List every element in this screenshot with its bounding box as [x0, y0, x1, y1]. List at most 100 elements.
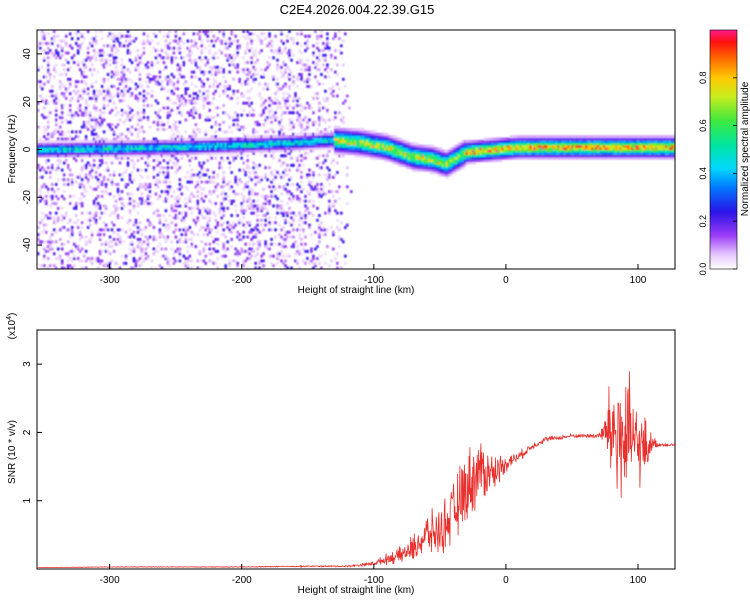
heatmap-cell [264, 137, 267, 141]
heatmap-cell [84, 175, 88, 179]
heatmap-cell [140, 233, 144, 237]
heatmap-cell [162, 61, 166, 65]
heatmap-cell [258, 39, 261, 43]
heatmap-cell [106, 104, 110, 108]
heatmap-cell [116, 39, 120, 43]
heatmap-cell [270, 154, 273, 158]
heatmap-cell [122, 261, 126, 265]
heatmap-cell [268, 247, 271, 251]
heatmap-cell [120, 156, 124, 160]
heatmap-cell [272, 149, 275, 153]
heatmap-cell [130, 94, 134, 98]
heatmap-cell [264, 166, 267, 170]
heatmap-cell [114, 154, 118, 158]
heatmap-cell [365, 147, 369, 151]
heatmap-cell [146, 197, 150, 201]
heatmap-cell [158, 194, 162, 198]
heatmap-cell [278, 204, 281, 208]
heatmap-cell [82, 123, 86, 127]
heatmap-cell [50, 139, 54, 143]
heatmap-cell [238, 237, 241, 241]
heatmap-cell [58, 151, 62, 155]
heatmap-cell [300, 77, 303, 81]
heatmap-cell [214, 185, 218, 189]
heatmap-cell [50, 187, 54, 191]
heatmap-cell [156, 120, 160, 124]
heatmap-cell [324, 139, 327, 143]
heatmap-cell [58, 44, 62, 48]
heatmap-cell [116, 237, 120, 241]
heatmap-cell [66, 149, 70, 153]
heatmap-cell [449, 149, 453, 153]
heatmap-cell [405, 166, 409, 170]
heatmap-cell [132, 199, 136, 203]
heatmap-cell [365, 149, 369, 153]
heatmap-cell [397, 161, 401, 165]
heatmap-cell [282, 75, 285, 79]
heatmap-cell [42, 142, 46, 146]
heatmap-cell [340, 266, 343, 269]
heatmap-cell [421, 159, 425, 163]
heatmap-cell [407, 147, 411, 151]
heatmap-cell [166, 235, 170, 239]
heatmap-cell [433, 168, 437, 172]
heatmap-cell [134, 68, 138, 72]
heatmap-cell [320, 182, 323, 186]
heatmap-cell [50, 41, 54, 45]
heatmap-cell [44, 41, 48, 45]
heatmap-cell [272, 194, 275, 198]
heatmap-cell [242, 264, 245, 268]
heatmap-cell [246, 199, 249, 203]
heatmap-cell [272, 51, 275, 55]
heatmap-cell [156, 151, 160, 155]
heatmap-cell [320, 130, 323, 134]
heatmap-cell [228, 264, 231, 268]
heatmap-cell [176, 151, 180, 155]
heatmap-cell [214, 89, 218, 93]
heatmap-cell [82, 37, 86, 41]
heatmap-cell [46, 257, 50, 261]
heatmap-cell [172, 39, 176, 43]
heatmap-cell [124, 144, 128, 148]
heatmap-cell [80, 266, 84, 269]
heatmap-cell [104, 142, 108, 146]
heatmap-cell [72, 154, 76, 158]
heatmap-cell [106, 149, 110, 153]
heatmap-cell [254, 204, 257, 208]
heatmap-cell [304, 139, 307, 143]
heatmap-cell [393, 139, 397, 143]
heatmap-cell [160, 139, 164, 143]
heatmap-cell [108, 142, 112, 146]
heatmap-cell [332, 147, 335, 151]
heatmap-cell [208, 192, 212, 196]
heatmap-cell [44, 147, 48, 151]
heatmap-cell [64, 96, 68, 100]
heatmap-cell [397, 137, 401, 141]
heatmap-cell [220, 142, 224, 146]
heatmap-cell [132, 154, 136, 158]
heatmap-cell [457, 147, 461, 151]
heatmap-cell [60, 147, 64, 151]
heatmap-cell [166, 142, 170, 146]
heatmap-cell [150, 142, 154, 146]
heatmap-cell [104, 144, 108, 148]
heatmap-cell [166, 237, 170, 241]
heatmap-cell [298, 214, 301, 218]
heatmap-cell [369, 132, 373, 136]
heatmap-cell [282, 185, 285, 189]
heatmap-cell [222, 178, 226, 182]
heatmap-cell [433, 161, 437, 165]
heatmap-cell [58, 116, 62, 120]
heatmap-cell [369, 147, 373, 151]
heatmap-cell [314, 120, 317, 124]
heatmap-cell [262, 137, 265, 141]
heatmap-cell [100, 92, 104, 96]
heatmap-cell [288, 118, 291, 122]
heatmap-cell [182, 144, 186, 148]
heatmap-cell [270, 44, 273, 48]
heatmap-cell [182, 240, 186, 244]
heatmap-cell [94, 51, 98, 55]
heatmap-cell [132, 166, 136, 170]
heatmap-cell [118, 161, 122, 165]
heatmap-cell [204, 99, 208, 103]
